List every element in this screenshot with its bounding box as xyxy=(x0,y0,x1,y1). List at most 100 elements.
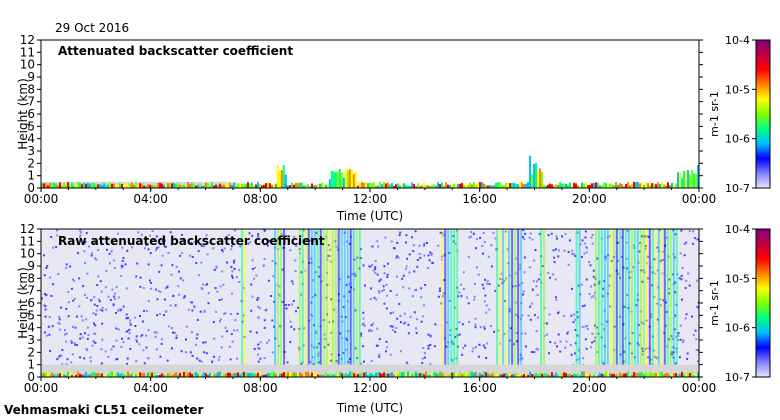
noise-speckle xyxy=(423,351,426,354)
noise-speckle xyxy=(141,334,144,337)
noise-speckle xyxy=(43,292,46,295)
noise-speckle xyxy=(293,328,296,331)
surface-layer-cell xyxy=(181,375,183,377)
surface-layer-cell xyxy=(97,372,99,377)
surface-layer-cell xyxy=(191,182,193,188)
noise-speckle xyxy=(195,337,198,340)
y-tick-label: 5 xyxy=(27,308,35,322)
surface-layer-cell xyxy=(519,182,521,188)
surface-layer-cell xyxy=(417,183,419,188)
noise-speckle xyxy=(468,321,471,324)
noise-speckle xyxy=(80,231,83,234)
surface-layer-cell xyxy=(571,375,573,377)
noise-speckle xyxy=(99,308,102,311)
surface-layer-cell xyxy=(179,372,181,377)
surface-layer-cell xyxy=(387,182,389,188)
noise-speckle xyxy=(383,288,386,291)
noise-speckle xyxy=(231,270,234,273)
noise-speckle xyxy=(532,280,535,283)
surface-layer-cell xyxy=(645,181,647,188)
noise-speckle xyxy=(90,252,93,255)
surface-layer-cell xyxy=(439,183,441,188)
surface-layer-cell xyxy=(49,374,51,377)
noise-speckle xyxy=(694,329,697,332)
noise-speckle xyxy=(115,339,118,342)
surface-layer-cell xyxy=(47,185,49,188)
surface-layer-cell xyxy=(541,373,543,377)
x-tick-label: 20:00 xyxy=(572,192,607,206)
noise-speckle xyxy=(135,276,138,279)
surface-layer-cell xyxy=(217,185,219,188)
surface-layer-cell xyxy=(543,373,545,377)
surface-layer-cell xyxy=(563,372,565,377)
surface-layer-cell xyxy=(439,371,441,377)
surface-layer-cell xyxy=(519,373,521,377)
noise-speckle xyxy=(509,327,512,330)
noise-speckle xyxy=(452,342,455,345)
surface-layer-cell xyxy=(587,185,589,188)
bottom-colorbar-label: m-1 sr-1 xyxy=(708,280,721,326)
noise-speckle xyxy=(521,314,524,317)
surface-layer-cell xyxy=(317,183,319,188)
noise-speckle xyxy=(324,338,327,341)
noise-speckle xyxy=(416,318,419,321)
surface-layer-cell xyxy=(145,185,147,188)
surface-layer-cell xyxy=(485,184,487,188)
surface-layer-cell xyxy=(435,372,437,377)
surface-layer-cell xyxy=(511,374,513,377)
surface-layer-cell xyxy=(227,183,229,188)
surface-layer-cell xyxy=(569,373,571,377)
noise-speckle xyxy=(191,301,194,304)
noise-speckle xyxy=(94,313,97,316)
noise-speckle xyxy=(438,289,441,292)
surface-layer-cell xyxy=(593,374,595,377)
surface-layer-cell xyxy=(607,372,609,377)
surface-layer-cell xyxy=(627,371,629,377)
surface-layer-cell xyxy=(383,182,385,188)
noise-speckle xyxy=(113,295,116,298)
noise-speckle xyxy=(65,340,68,343)
surface-layer-cell xyxy=(91,183,93,188)
noise-speckle xyxy=(113,298,116,301)
noise-speckle xyxy=(264,242,267,245)
bottom-x-ticks: 00:00 04:00 08:00 12:00 16:00 20:00 00:00 xyxy=(24,377,717,395)
noise-speckle xyxy=(398,302,401,305)
noise-speckle xyxy=(682,339,685,342)
noise-speckle xyxy=(127,316,130,319)
surface-layer-cell xyxy=(505,373,507,377)
surface-layer-cell xyxy=(119,373,121,377)
noise-speckle xyxy=(687,272,690,275)
surface-layer-cell xyxy=(375,372,377,377)
feature-cell xyxy=(689,174,692,188)
noise-speckle xyxy=(231,274,234,277)
noise-speckle xyxy=(585,246,588,249)
surface-layer-cell xyxy=(633,372,635,377)
bottom-plot-area xyxy=(41,229,699,377)
noise-speckle xyxy=(590,236,593,239)
noise-speckle xyxy=(473,295,476,298)
surface-layer-cell xyxy=(115,186,117,188)
noise-speckle xyxy=(55,229,58,232)
surface-layer-cell xyxy=(429,374,431,377)
noise-speckle xyxy=(126,357,129,360)
surface-layer-cell xyxy=(55,183,57,188)
noise-speckle xyxy=(105,308,108,311)
precip-streak xyxy=(304,229,307,377)
surface-layer-cell xyxy=(649,371,651,377)
noise-speckle xyxy=(683,243,686,246)
noise-speckle xyxy=(303,327,306,330)
noise-speckle xyxy=(163,298,166,301)
surface-layer-cell xyxy=(481,181,483,188)
noise-speckle xyxy=(677,332,680,335)
noise-speckle xyxy=(404,268,407,271)
noise-speckle xyxy=(233,259,236,262)
noise-speckle xyxy=(424,283,427,286)
precip-streak xyxy=(669,229,672,377)
surface-layer-cell xyxy=(423,182,425,188)
noise-speckle xyxy=(554,296,557,299)
x-tick-label: 00:00 xyxy=(682,381,717,395)
noise-speckle xyxy=(362,311,365,314)
noise-speckle xyxy=(462,271,465,274)
noise-speckle xyxy=(258,347,261,350)
surface-layer-cell xyxy=(379,372,381,377)
